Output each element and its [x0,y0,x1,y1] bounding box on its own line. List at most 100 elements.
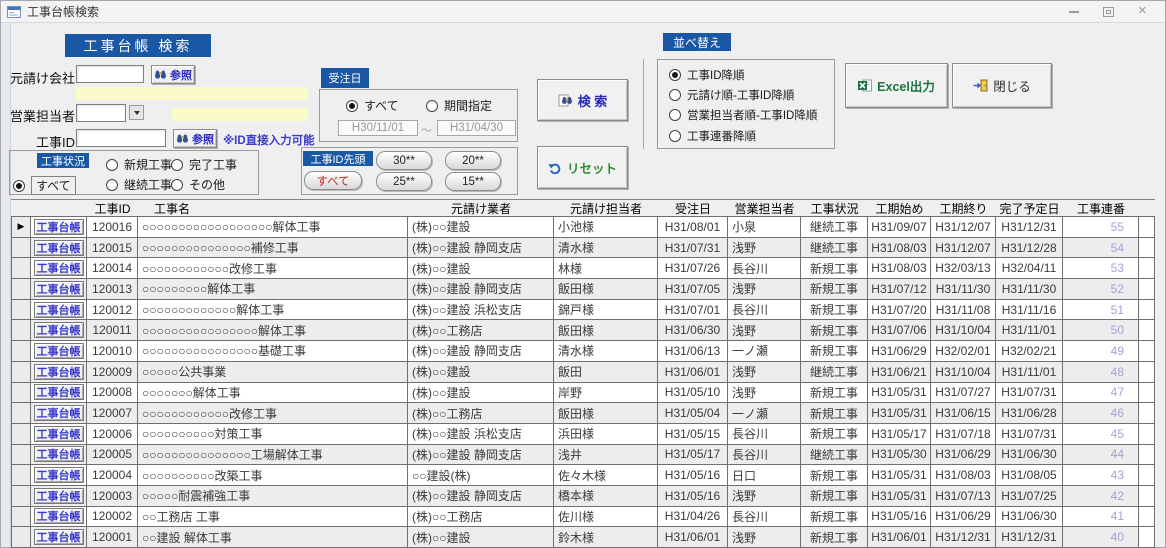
minimize-icon[interactable] [1068,10,1079,13]
id-prefix-20-button[interactable]: 20** [445,151,501,170]
cell-koji-name: ○○○○○○○○○○○○○○○○基礎工事 [138,341,408,361]
cell-tail [1139,403,1155,423]
cell-contractor: (株)○○建設 [408,258,554,279]
cell-sales: 長谷川 [728,444,801,465]
record-selector[interactable]: ▶ [11,485,31,506]
cell-koji-id: 120007 [87,403,138,423]
grid-header: 工事ID 工事名 元請け業者 元請け担当者 受注日 営業担当者 工事状況 工期始… [11,200,1155,217]
cell-status: 新規工事 [801,320,868,341]
cell-koji-name: ○○建設 解体工事 [138,527,408,547]
combo-dropdown-icon[interactable] [129,105,144,120]
cell-contact: 林様 [554,258,658,279]
record-selector[interactable]: ▶ [11,465,31,485]
record-selector[interactable]: ▶ [11,299,31,320]
cell-koji-id: 120010 [87,341,138,361]
record-selector[interactable]: ▶ [11,444,31,465]
order-date-to-input[interactable] [437,120,516,136]
koji-daicho-button[interactable]: 工事台帳 [33,446,84,463]
record-selector[interactable]: ▶ [11,506,31,527]
cell-status: 新規工事 [801,299,868,320]
cell-koji-id: 120003 [87,485,138,506]
koji-daicho-button[interactable]: 工事台帳 [33,508,84,525]
cell-period-end: H31/08/03 [931,465,996,485]
cell-seq: 43 [1063,465,1139,485]
cell-koji-name: ○○○○○○○○○○○○○○○○解体工事 [138,320,408,341]
radio-label: 営業担当者順-工事ID降順 [687,110,818,122]
radio-status-sonota[interactable]: その他 [171,176,225,193]
radio-sort-renban[interactable]: 工事連番降順 [669,128,756,144]
cell-sales: 長谷川 [728,423,801,444]
koji-daicho-button[interactable]: 工事台帳 [33,425,84,442]
record-selector[interactable]: ▶ [11,258,31,279]
record-selector[interactable]: ▶ [11,361,31,382]
sales-person-combo-input[interactable] [76,104,126,122]
cell-tail [1139,485,1155,506]
koji-daicho-button[interactable]: 工事台帳 [33,529,84,546]
radio-status-keizoku[interactable]: 継続工事 [106,176,172,193]
cell-tail [1139,506,1155,527]
cell-koji-name: ○○○○○○○○○○○○○○○補修工事 [138,237,408,258]
koji-daicho-button[interactable]: 工事台帳 [33,487,84,504]
radio-sort-moto[interactable]: 元請け順-工事ID降順 [669,87,794,103]
radio-orderdate-subete[interactable]: すべて [346,97,399,114]
moto-company-input[interactable] [76,65,144,83]
id-prefix-30-button[interactable]: 30** [376,151,432,170]
koji-id-ref-button[interactable]: 参照 [173,129,217,148]
col-header-koji-id: 工事ID [94,201,131,216]
cell-tail [1139,341,1155,361]
koji-daicho-button[interactable]: 工事台帳 [33,384,84,401]
cell-planned-end: H31/11/01 [996,320,1063,341]
koji-daicho-button[interactable]: 工事台帳 [33,301,84,318]
koji-daicho-button[interactable]: 工事台帳 [33,322,84,339]
radio-icon [106,158,118,171]
radio-status-subete[interactable]: すべて [13,176,76,195]
close-window-icon[interactable]: ✕ [1137,5,1147,17]
close-form-button[interactable]: 閉じる [952,63,1052,108]
radio-sort-id-desc[interactable]: 工事ID降順 [669,67,745,83]
cell-contact: 浅井 [554,444,658,465]
id-prefix-15-button[interactable]: 15** [445,172,501,191]
koji-id-input[interactable] [76,129,166,147]
id-prefix-25-button[interactable]: 25** [376,172,432,191]
koji-daicho-button[interactable]: 工事台帳 [33,260,84,277]
radio-status-shinki[interactable]: 新規工事 [106,156,172,173]
cell-seq: 46 [1063,403,1139,423]
record-selector[interactable]: ▶ [11,217,31,237]
koji-daicho-button[interactable]: 工事台帳 [33,342,84,359]
reset-button[interactable]: リセット [537,146,628,189]
record-selector[interactable]: ▶ [11,237,31,258]
cell-order-date: H31/06/01 [658,527,728,547]
cell-order-date: H31/07/26 [658,258,728,279]
cell-koji-name: ○○○○○耐震補強工事 [138,485,408,506]
radio-label: 期間指定 [444,99,493,113]
record-selector[interactable]: ▶ [11,403,31,423]
moto-company-ref-button[interactable]: 参照 [151,65,195,84]
cell-contractor: (株)○○工務店 [408,403,554,423]
koji-daicho-button[interactable]: 工事台帳 [33,218,84,235]
radio-status-kanryo[interactable]: 完了工事 [171,156,237,173]
koji-daicho-button[interactable]: 工事台帳 [33,280,84,297]
id-prefix-all-button[interactable]: すべて [304,171,362,190]
cell-planned-end: H32/02/21 [996,341,1063,361]
excel-export-button[interactable]: Excel出力 [845,63,948,108]
order-date-from-input[interactable] [338,120,418,136]
koji-daicho-button[interactable]: 工事台帳 [33,363,84,380]
record-selector[interactable]: ▶ [11,527,31,547]
cell-sales: 長谷川 [728,506,801,527]
maximize-icon[interactable] [1102,6,1114,17]
cell-tail [1139,258,1155,279]
record-selector[interactable]: ▶ [11,423,31,444]
record-selector[interactable]: ▶ [11,320,31,341]
record-selector[interactable]: ▶ [11,341,31,361]
koji-daicho-button[interactable]: 工事台帳 [33,405,84,422]
record-selector[interactable]: ▶ [11,382,31,403]
radio-orderdate-kikan[interactable]: 期間指定 [426,97,492,114]
search-button[interactable]: 検 索 [537,79,628,121]
cell-tail [1139,237,1155,258]
koji-daicho-button[interactable]: 工事台帳 [33,467,84,484]
koji-daicho-button[interactable]: 工事台帳 [33,239,84,256]
radio-sort-sales[interactable]: 営業担当者順-工事ID降順 [669,107,817,123]
cell-sales: 一ノ瀬 [728,403,801,423]
record-selector[interactable]: ▶ [11,279,31,299]
cell-koji-id: 120006 [87,423,138,444]
